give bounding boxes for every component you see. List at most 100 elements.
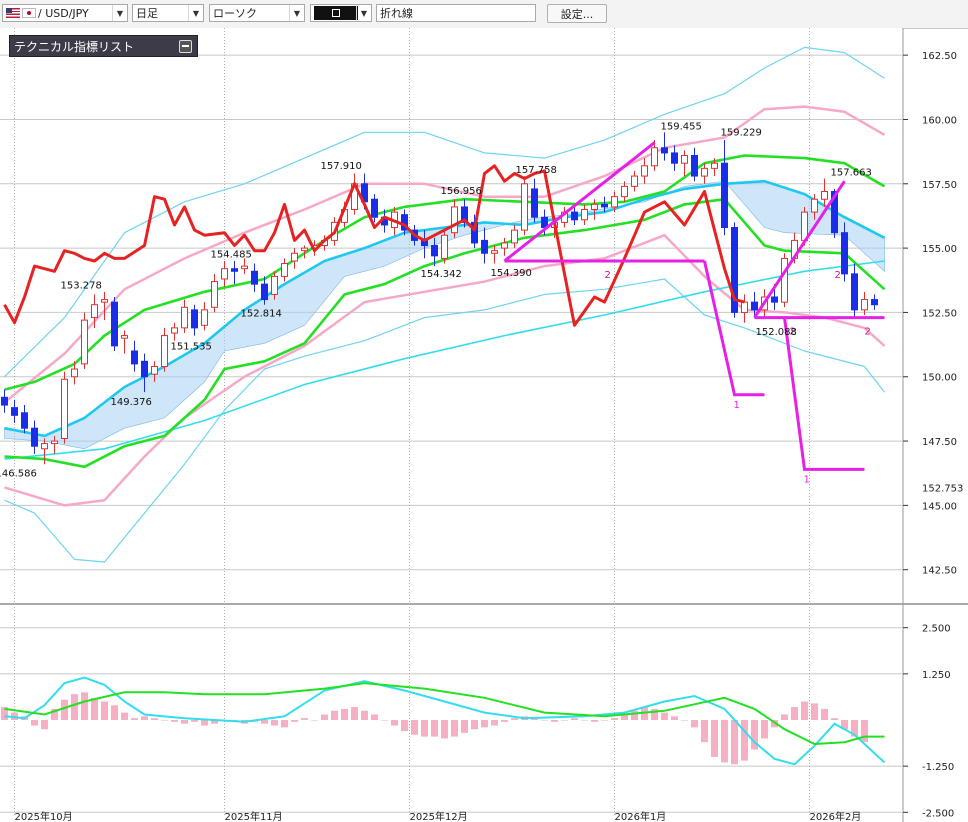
macd-tick-label: -1.250	[922, 762, 954, 773]
settings-button[interactable]: 設定...	[547, 4, 607, 23]
macd-histogram-bar	[1, 707, 8, 720]
macd-histogram-bar	[471, 720, 478, 730]
target-a	[703, 260, 765, 397]
macd-histogram-bar	[301, 718, 308, 720]
chevron-down-icon[interactable]: ▼	[112, 5, 127, 21]
timeframe-select[interactable]: 日足 ▼	[132, 4, 204, 22]
us-flag-icon	[6, 8, 20, 18]
candle-body	[501, 242, 508, 249]
candle-body	[571, 211, 578, 221]
grid-lines	[0, 28, 968, 822]
macd-histogram-bar	[861, 720, 868, 743]
price-chart[interactable]: 1 1 2 2 2 2 146.586 153.278 149.376 151.535 154.48…	[0, 28, 968, 822]
macd-histogram-bar	[331, 710, 338, 720]
macd-histogram-bar	[541, 720, 548, 721]
macd-histogram-bar	[821, 708, 828, 720]
macd-histogram-bar	[811, 703, 818, 720]
macd-histogram-bar	[531, 718, 538, 720]
macd-histogram-bar	[191, 720, 198, 722]
macd-histogram-bar	[661, 712, 668, 720]
candle-body	[91, 304, 98, 319]
candle-body	[211, 281, 218, 308]
candle-body	[751, 301, 758, 311]
macd-histogram-bar	[511, 718, 518, 720]
macd-histogram-bar	[601, 720, 608, 721]
macd-histogram-bar	[151, 718, 158, 720]
chevron-down-icon[interactable]: ▼	[188, 5, 203, 21]
current-price-label: 152.753	[922, 483, 963, 494]
candle-body	[611, 196, 618, 208]
candle-body	[491, 250, 498, 254]
macd-histogram-bar	[61, 699, 68, 720]
candle-body	[231, 268, 238, 272]
chevron-down-icon[interactable]: ▼	[289, 5, 304, 21]
macd-histogram-bar	[411, 720, 418, 735]
price-axis: 162.50 160.00 157.50 155.00 152.50 150.00 147.…	[15, 51, 964, 822]
indicator-list-panel[interactable]: テクニカル指標リスト	[9, 35, 198, 57]
macd-histogram-bar	[751, 720, 758, 750]
jp-flag-icon	[22, 8, 36, 18]
month-label: 2026年1月	[615, 810, 667, 822]
macd-histogram-bar	[851, 720, 858, 737]
trend-line-b	[753, 180, 846, 319]
candle-body	[291, 252, 298, 262]
macd-histogram-bar	[741, 720, 748, 761]
candle-body	[511, 229, 518, 244]
candle-body	[221, 268, 228, 280]
macd-histogram-bar	[361, 710, 368, 720]
price-annotation: 157.910	[321, 161, 362, 172]
candle-body	[831, 191, 838, 234]
candle-body	[721, 162, 728, 229]
candle-body	[241, 265, 248, 270]
macd-histogram-bar	[261, 720, 268, 724]
candle-body	[661, 147, 668, 154]
chevron-down-icon[interactable]: ▼	[356, 5, 371, 21]
macd-histogram-bar	[551, 720, 558, 722]
tool-select[interactable]: ▼	[310, 4, 372, 22]
price-annotation: 146.586	[0, 469, 37, 480]
macd-histogram-bar	[311, 720, 318, 721]
candle-body	[591, 203, 598, 211]
price-annotation: 153.278	[61, 280, 102, 291]
candle-body	[61, 378, 68, 439]
drawing-tool-field[interactable]: 折れ線	[376, 4, 536, 22]
candle-body	[451, 206, 458, 234]
price-annotation: 156.956	[441, 186, 482, 197]
macd-histogram-bar	[81, 692, 88, 720]
macd-histogram-bar	[781, 714, 788, 720]
macd-tick-label: 2.500	[922, 624, 951, 635]
macd-histogram-bar	[771, 720, 778, 728]
minimize-icon[interactable]	[179, 40, 192, 53]
chart-style-select[interactable]: ローソク ▼	[209, 4, 305, 22]
macd-histogram-bar	[621, 714, 628, 720]
macd-histogram-bar	[271, 720, 278, 726]
timeframe-label: 日足	[136, 7, 158, 20]
macd-histogram-bar	[481, 720, 488, 728]
macd-histogram-bar	[791, 707, 798, 720]
price-tick-label: 150.00	[922, 373, 957, 384]
macd-histogram-bar	[451, 720, 458, 737]
macd-histogram-bar	[161, 720, 168, 721]
price-tick-label: 160.00	[922, 115, 957, 126]
macd-histogram-bar	[711, 720, 718, 757]
macd-tick-label: -2.500	[922, 808, 954, 819]
symbol-select[interactable]: / USD/JPY ▼	[2, 4, 128, 22]
macd-histogram-bar	[111, 705, 118, 720]
trend-line-a	[503, 141, 656, 263]
chikou-span-line	[3, 164, 745, 327]
macd-histogram-bar	[121, 712, 128, 720]
macd-histogram-bar	[401, 720, 408, 732]
macd-histogram-bar	[841, 720, 848, 730]
price-annotation: 152.814	[241, 308, 282, 319]
candle-body	[21, 412, 28, 429]
macd-histogram-bar	[721, 720, 728, 763]
candle-body	[771, 296, 778, 303]
candle-body	[641, 165, 648, 177]
macd-histogram-bar	[581, 720, 588, 721]
candle-body	[521, 183, 528, 231]
target-b	[783, 317, 865, 471]
macd-histogram-bar	[501, 720, 508, 722]
macd-histogram-bar	[371, 714, 378, 720]
macd-histogram-bar	[631, 710, 638, 720]
candle-body	[181, 306, 188, 329]
